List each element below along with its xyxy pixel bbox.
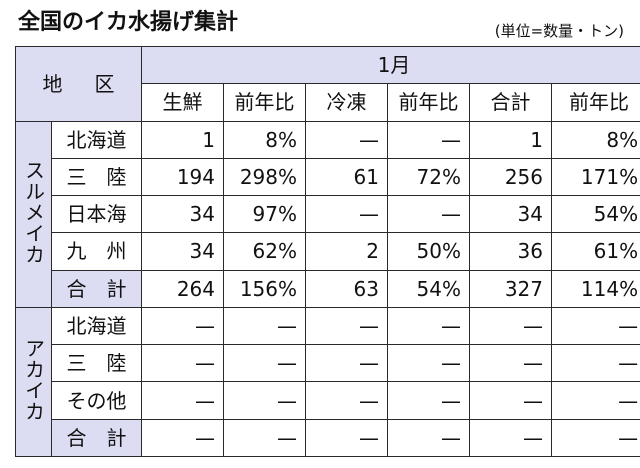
table-cell: — — [387, 120, 470, 159]
table-cell: — — [469, 381, 552, 420]
header-row-month: 地区 1月 — [15, 45, 640, 122]
table-row: その他 — — — — — — — [16, 381, 640, 420]
table-row: 九 州 34 62% 2 50% 36 61% — [16, 232, 640, 271]
table-cell: — — [469, 306, 552, 346]
table-cell: — — [387, 418, 470, 458]
table-cell: — — [550, 418, 640, 458]
species-name: アカイカ — [21, 338, 46, 423]
table-cell: — — [223, 306, 306, 346]
table-cell: 54% — [387, 269, 470, 308]
species-group-label: アカイカ — [15, 306, 52, 458]
table-row: 三 陸 — — — — — — — [16, 344, 640, 383]
species-group-label: スルメイカ — [15, 120, 52, 308]
region-label: 九 州 — [51, 232, 142, 271]
region-label: 北海道 — [51, 120, 142, 159]
table-cell: — — [141, 418, 224, 458]
col-header-fresh: 生鮮 — [141, 83, 224, 122]
table-cell: — — [305, 306, 388, 346]
region-header-char: 地 — [42, 71, 63, 96]
region-label: その他 — [51, 381, 142, 420]
table-cell: 8% — [223, 120, 306, 159]
table-cell: — — [305, 344, 388, 383]
table-cell: — — [387, 306, 470, 346]
table-row: スルメイカ 北海道 1 8% — —1 8% — [15, 120, 640, 308]
table-cell: 54% — [550, 195, 640, 234]
table-row: 三 陸 194 298% 61 72% 256 171% — [16, 157, 640, 197]
table-cell: 114% — [550, 269, 640, 308]
col-header-yoy: 前年比 — [223, 83, 306, 122]
region-label: 北海道 — [51, 306, 142, 346]
species-name: スルメイカ — [21, 160, 46, 266]
total-row: 合 計 264 156% 63 54% 327 114% — [16, 269, 640, 308]
table-cell: 62% — [223, 232, 306, 271]
table-cell: — — [305, 120, 388, 159]
table-cell: 8% — [550, 120, 640, 159]
table-cell: 1 — [141, 120, 224, 159]
table-cell: — — [141, 344, 224, 383]
region-label: 合 計 — [51, 418, 142, 458]
table-cell: 97% — [223, 195, 306, 234]
col-header-yoy: 前年比 — [387, 83, 470, 122]
table-cell: — — [223, 418, 306, 458]
unit-note: (単位=数量・トン) — [494, 22, 624, 40]
table-cell: — — [305, 195, 388, 234]
table-cell: 63 — [305, 269, 388, 308]
col-header-frozen: 冷凍 — [305, 83, 388, 122]
table-row: アカイカ 北海道 — — — — — — — [15, 306, 640, 458]
table-cell: 34 — [141, 195, 224, 234]
region-label: 合 計 — [51, 269, 142, 308]
table-cell: — — [469, 344, 552, 383]
region-label: 日本海 — [51, 195, 142, 234]
table-cell: — — [550, 306, 640, 346]
region-header: 地区 — [15, 46, 142, 122]
region-label: 三 陸 — [51, 157, 142, 197]
table-cell: — — [387, 381, 470, 420]
table-title: 全国のイカ水揚げ集計 — [18, 10, 239, 35]
table-cell: — — [223, 344, 306, 383]
total-row: 合 計 — — — — — — — [16, 418, 640, 458]
table-cell: — — [141, 306, 224, 346]
table-cell: — — [550, 344, 640, 383]
table-cell: 72% — [387, 157, 470, 197]
table-row: 日本海 34 97% — —34 54% — [16, 195, 640, 234]
col-header-yoy: 前年比 — [550, 83, 640, 122]
table-cell: 1 — [469, 120, 552, 159]
table-cell: — — [387, 195, 470, 234]
table-cell: — — [387, 344, 470, 383]
table-cell: — — [305, 381, 388, 420]
table-cell: 256 — [469, 157, 552, 197]
table-cell: 298% — [223, 157, 306, 197]
header-row-columns: 生鮮 前年比 冷凍 前年比 合計 前年比 — [16, 83, 640, 122]
table-cell: 50% — [387, 232, 470, 271]
table-cell: 156% — [223, 269, 306, 308]
table-cell: — — [141, 381, 224, 420]
table-cell: 34 — [141, 232, 224, 271]
table-cell: 2 — [305, 232, 388, 271]
region-label: 三 陸 — [51, 344, 142, 383]
catch-table: 地区 1月 生鮮 前年比 冷凍 前年比 合計 前年比 スルメイカ 北海道 1 8% — —… — [15, 45, 640, 458]
table-cell: 61 — [305, 157, 388, 197]
month-header: 1月 — [140, 45, 640, 85]
table-cell: — — [305, 418, 388, 458]
table-cell: 34 — [469, 195, 552, 234]
table-cell: 194 — [141, 157, 224, 197]
table-cell: 171% — [550, 157, 640, 197]
table-cell: — — [550, 381, 640, 420]
region-header-char: 区 — [94, 71, 115, 96]
table-cell: 61% — [550, 232, 640, 271]
table-cell: — — [223, 381, 306, 420]
table-cell: 327 — [469, 269, 552, 308]
col-header-total: 合計 — [469, 83, 552, 122]
table-cell: 36 — [469, 232, 552, 271]
table-cell: 264 — [141, 269, 224, 308]
table-cell: — — [469, 418, 552, 458]
